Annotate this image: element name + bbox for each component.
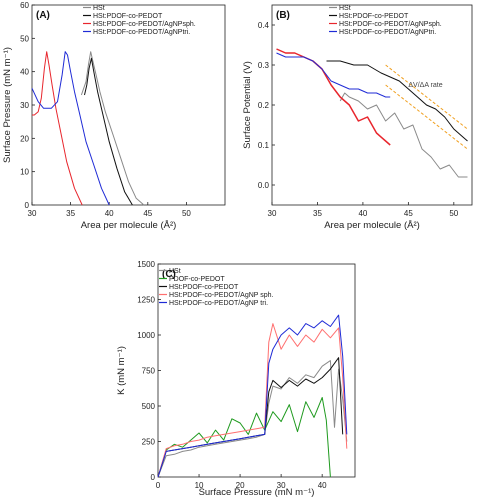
x-tick-label: 35 (66, 209, 75, 218)
y-tick-label: 0.4 (258, 21, 270, 30)
x-tick-label: 20 (236, 481, 245, 490)
x-axis-label: Surface Pressure (mN m⁻¹) (199, 487, 315, 498)
series-line (339, 92, 468, 178)
y-tick-label: 0.1 (258, 141, 270, 150)
x-tick-label: 40 (318, 481, 327, 490)
chart-panel-1: 30 35 40 45 50 0 10 20 30 40 50 60 Area per molecule… (2, 1, 226, 231)
rate-guide-line (385, 64, 468, 130)
x-tick-label: 50 (449, 209, 458, 218)
x-tick-label: 30 (268, 209, 277, 218)
x-tick-label: 30 (28, 209, 37, 218)
rate-guide-line (385, 84, 468, 150)
x-tick-label: 10 (195, 481, 204, 490)
x-tick-label: 0 (156, 481, 161, 490)
y-tick-label: 0 (151, 473, 156, 482)
y-tick-label: 1500 (137, 260, 155, 269)
x-tick-label: 45 (143, 209, 152, 218)
y-axis-label: K (mN m⁻¹) (116, 346, 127, 395)
legend-label: HSt:PDOF-co-PEDOT/AgNPsph. (93, 21, 196, 28)
y-tick-label: 0.3 (258, 61, 270, 70)
y-tick-label: 250 (142, 438, 156, 447)
legend-label: HSt:PDOF-co-PEDOT/AgNPtri. (93, 29, 190, 36)
panel-label: (A) (36, 10, 50, 21)
y-tick-label: 750 (142, 367, 156, 376)
legend-label: HSt:PDOF-co-PEDOT (339, 13, 409, 20)
y-tick-label: 40 (20, 68, 29, 77)
series-line (276, 52, 391, 98)
series-line (276, 48, 391, 146)
x-axis-label: Area per molecule (Å²) (81, 220, 177, 231)
x-tick-label: 45 (404, 209, 413, 218)
x-tick-label: 35 (313, 209, 322, 218)
y-axis-label: Surface Pressure (mN m⁻¹) (2, 47, 13, 163)
legend-label: HSt:PDOF-co-PEDOT/AgNP sph. (169, 292, 274, 299)
y-tick-label: 1000 (137, 331, 155, 340)
series-line (157, 323, 348, 478)
legend-label: HSt:PDOF-co-PEDOT/AgNPsph. (339, 21, 442, 28)
chart-panel-3: 0 10 20 30 40 0 250 500 750 1000 1250 1500 Surface P… (116, 260, 356, 498)
series-line (326, 60, 468, 142)
series-line (32, 51, 83, 206)
y-tick-label: 0.0 (258, 181, 270, 190)
x-tick-label: 50 (182, 209, 191, 218)
series-line (31, 51, 110, 206)
y-tick-label: 0 (25, 201, 30, 210)
legend-label: HSt (339, 5, 351, 12)
y-tick-label: 1250 (137, 296, 155, 305)
panel-label: (C) (162, 269, 176, 280)
x-tick-label: 40 (358, 209, 367, 218)
legend-label: HSt:PDOF-co-PEDOT (93, 13, 163, 20)
y-tick-label: 20 (20, 134, 29, 143)
x-tick-label: 40 (105, 209, 114, 218)
legend-label: HSt (169, 268, 181, 275)
series-line (157, 360, 348, 478)
rate-annotation: ΔV/ΔA rate (408, 82, 442, 89)
y-tick-label: 60 (20, 1, 29, 10)
legend-label: HSt (93, 5, 105, 12)
series-line (80, 51, 145, 206)
series-line (157, 397, 331, 478)
y-tick-label: 50 (20, 34, 29, 43)
x-axis-label: Area per molecule (Å²) (324, 220, 420, 231)
panel-label: (B) (276, 10, 290, 21)
legend-label: HSt:PDOF-co-PEDOT (169, 284, 239, 291)
x-tick-label: 30 (277, 481, 286, 490)
legend-label: HSt:PDOF-co-PEDOT/AgNP tri. (169, 300, 268, 307)
series-line (84, 57, 133, 206)
chart-panel-2: 30 35 40 45 50 0.0 0.1 0.2 0.3 0.4 Area per molecu… (242, 4, 473, 231)
legend-label: HSt:PDOF-co-PEDOT/AgNPtri. (339, 29, 436, 36)
y-tick-label: 10 (20, 168, 29, 177)
series-line (157, 314, 348, 478)
legend-label: PDOF-co-PEDOT (169, 276, 225, 283)
y-tick-label: 500 (142, 402, 156, 411)
y-tick-label: 0.2 (258, 101, 270, 110)
y-axis-label: Surface Potential (V) (242, 61, 253, 149)
y-tick-label: 30 (20, 101, 29, 110)
